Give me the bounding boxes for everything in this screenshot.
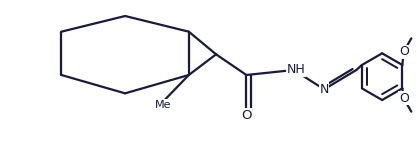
Text: NH: NH [286,63,305,76]
Text: O: O [399,92,409,105]
Text: Me: Me [155,100,171,110]
Text: O: O [399,45,409,58]
Text: O: O [241,109,251,122]
Text: N: N [319,83,329,96]
